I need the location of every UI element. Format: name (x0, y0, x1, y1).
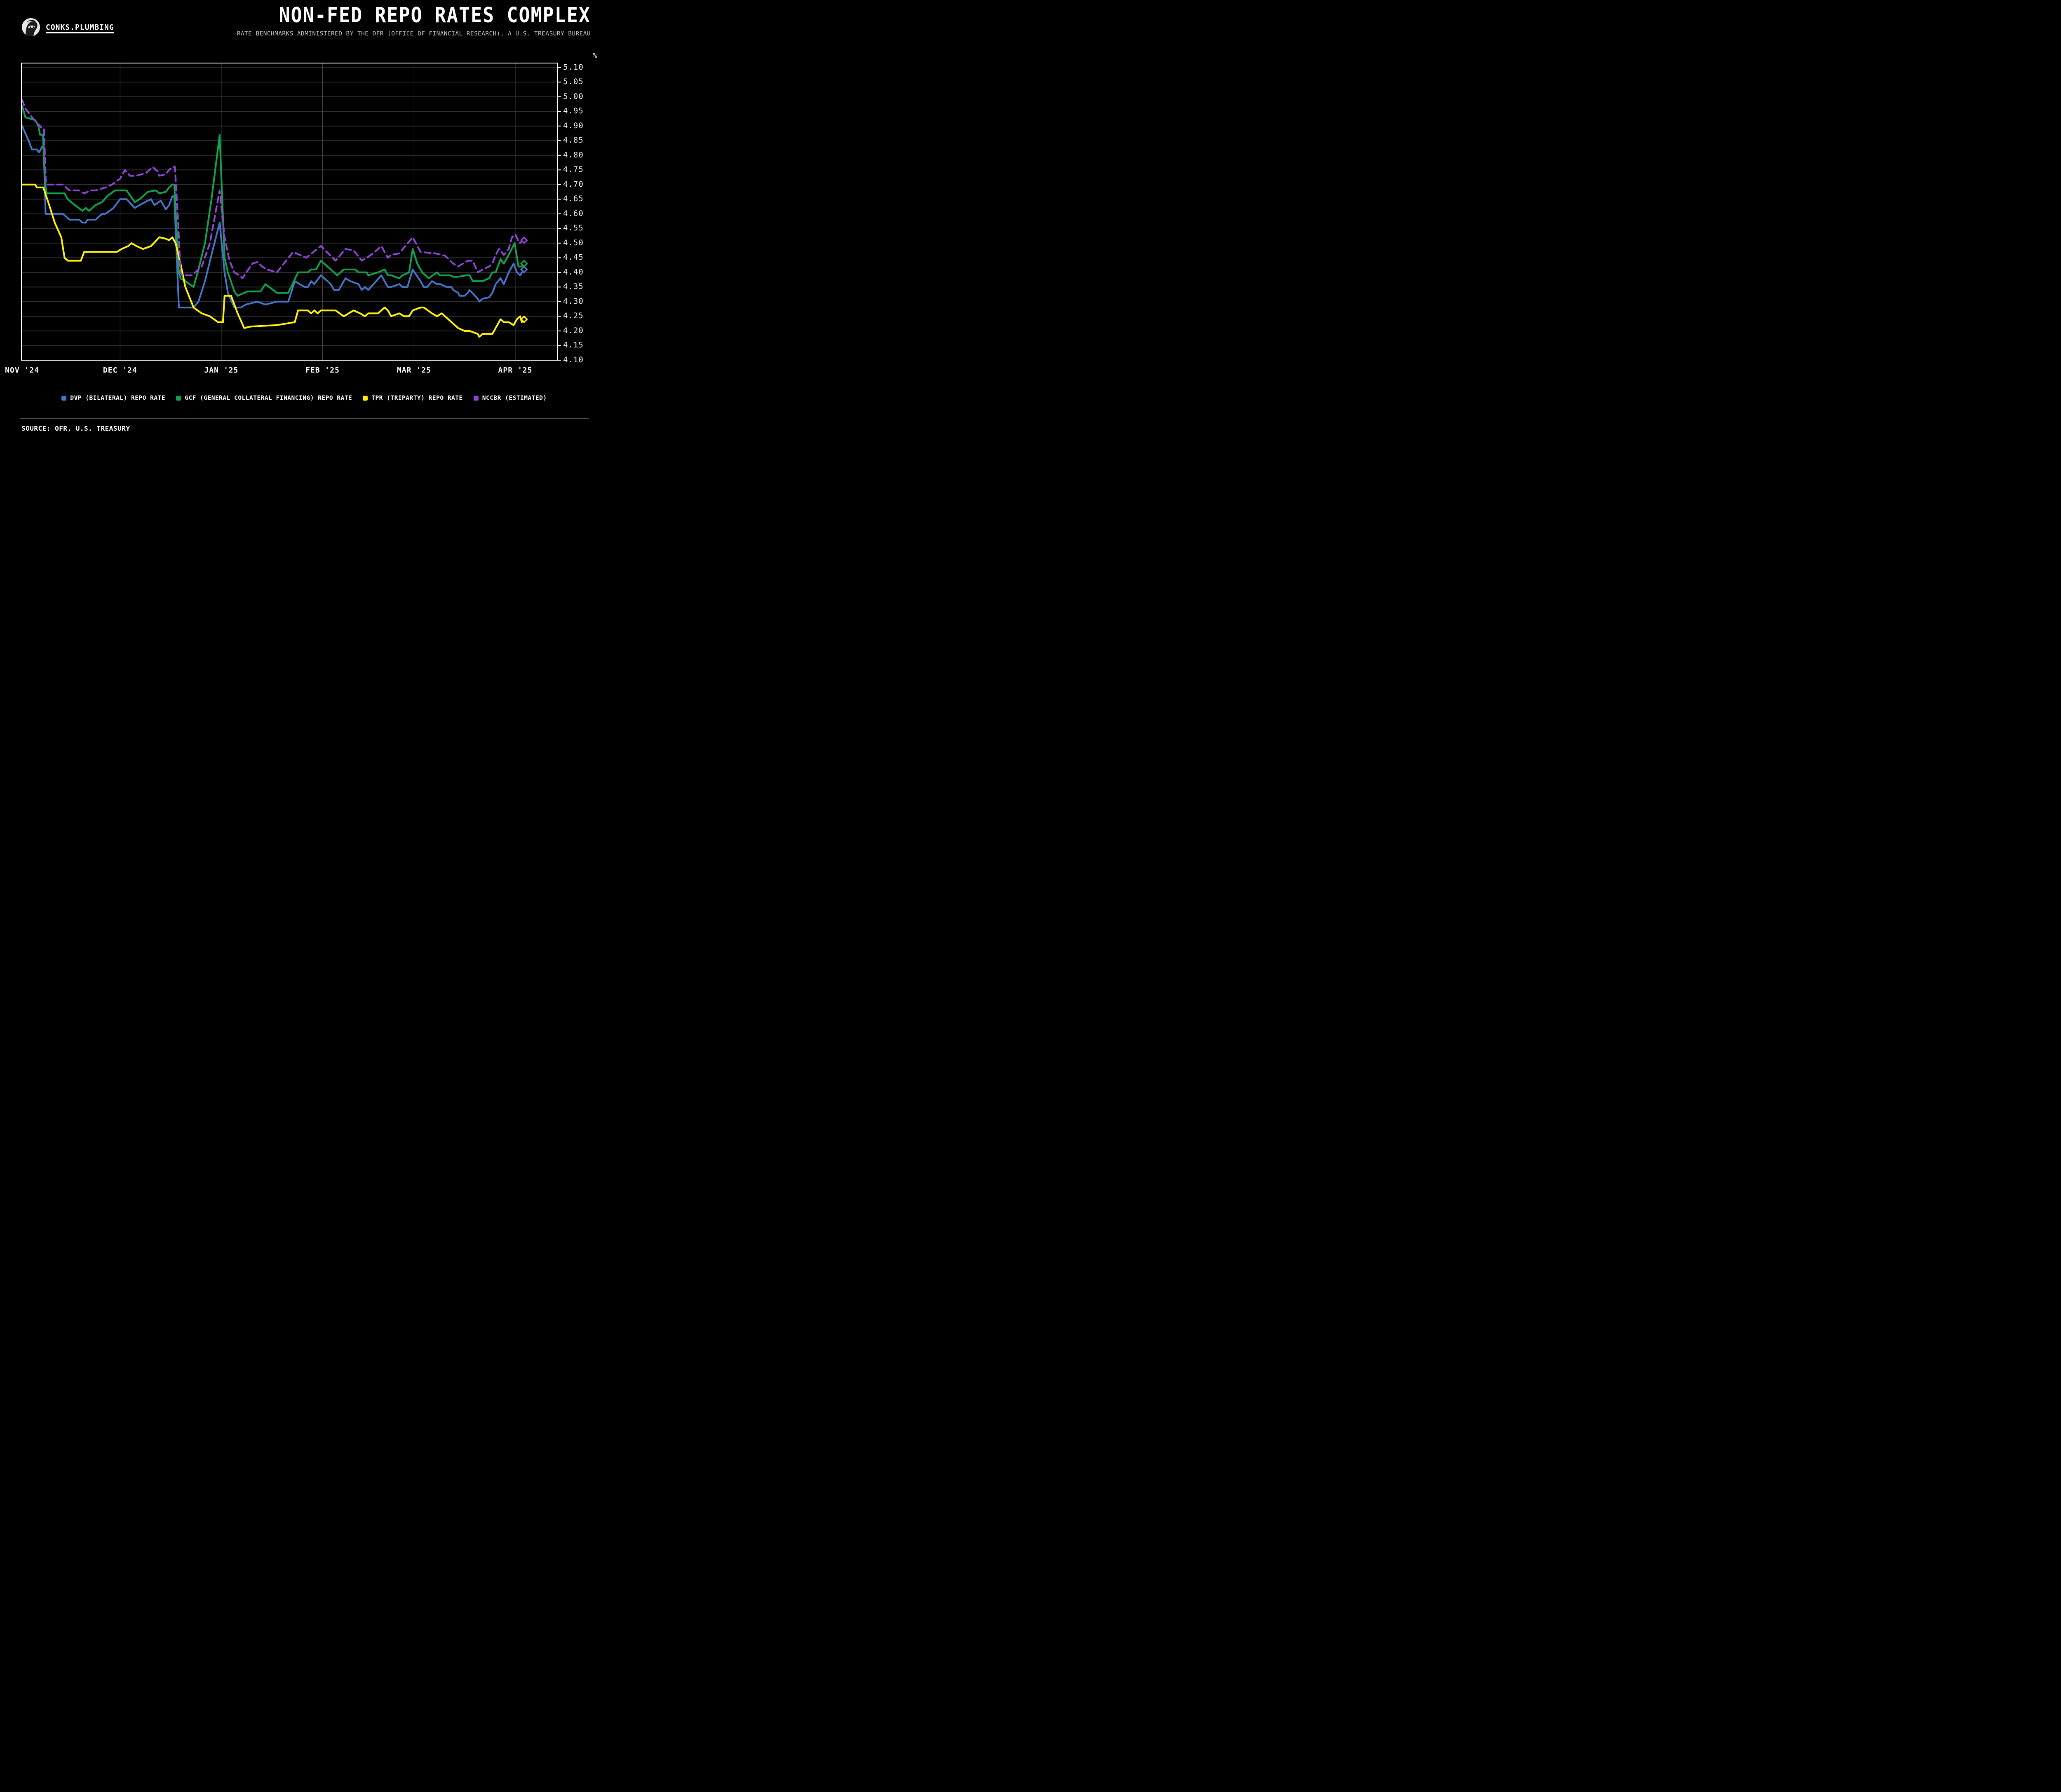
end-marker-gcf[interactable] (520, 260, 528, 267)
y-tick-label: 5.00 (563, 91, 584, 101)
x-tick-label: FEB '25 (305, 366, 340, 375)
y-tick-label: 4.80 (563, 150, 584, 159)
x-tick-label: NOV '24 (5, 366, 40, 375)
y-tick-label: 4.65 (563, 194, 584, 204)
y-tick-label: 4.55 (563, 223, 584, 233)
y-tick-label: 4.60 (563, 209, 584, 218)
end-marker-nccbr[interactable] (520, 236, 528, 244)
y-tick-label: 4.35 (563, 282, 584, 291)
x-tick-label: JAN '25 (204, 366, 239, 375)
y-tick-label: 4.20 (563, 326, 584, 335)
y-tick-label: 4.45 (563, 253, 584, 262)
series-line-gcf[interactable] (21, 104, 525, 297)
y-tick-label: 4.75 (563, 165, 584, 174)
footer-divider (20, 418, 589, 419)
y-tick-label: 5.05 (563, 77, 584, 87)
y-tick-label: 4.70 (563, 179, 584, 189)
page-subtitle: RATE BENCHMARKS ADMINISTERED BY THE OFR … (237, 30, 591, 37)
y-tick-label: 4.90 (563, 121, 584, 130)
x-tick-label: DEC '24 (103, 366, 137, 375)
y-tick-label: 4.85 (563, 136, 584, 145)
y-tick-label: 5.10 (563, 62, 584, 72)
x-tick-label: MAR '25 (397, 366, 431, 375)
y-axis-unit-label: % (593, 52, 597, 60)
legend-swatch-tpr (363, 396, 368, 401)
legend-label: GCF (GENERAL COLLATERAL FINANCING) REPO … (185, 395, 352, 401)
x-tick-label: APR '25 (498, 366, 533, 375)
y-tick-label: 4.40 (563, 267, 584, 277)
brand-link[interactable]: CONKS.PLUMBING (46, 23, 114, 32)
y-tick-label: 4.30 (563, 296, 584, 306)
series-line-nccbr[interactable] (21, 99, 525, 279)
ninja-avatar-icon (22, 18, 40, 36)
chart-legend: DVP (BILATERAL) REPO RATE GCF (GENERAL CO… (0, 395, 608, 401)
legend-item-nccbr[interactable]: NCCBR (ESTIMATED) (473, 395, 547, 401)
legend-swatch-dvp (61, 396, 67, 401)
legend-label: TPR (TRIPARTY) REPO RATE (371, 395, 463, 401)
legend-item-dvp[interactable]: DVP (BILATERAL) REPO RATE (61, 395, 165, 401)
series-line-tpr[interactable] (21, 183, 525, 338)
title-block: NON-FED REPO RATES COMPLEX RATE BENCHMAR… (237, 3, 591, 37)
legend-label: DVP (BILATERAL) REPO RATE (70, 395, 166, 401)
end-marker-dvp[interactable] (520, 265, 528, 274)
source-note: SOURCE: OFR, U.S. TREASURY (21, 425, 130, 432)
legend-label: NCCBR (ESTIMATED) (482, 395, 547, 401)
y-tick-label: 4.10 (563, 355, 584, 364)
legend-item-tpr[interactable]: TPR (TRIPARTY) REPO RATE (363, 395, 463, 401)
legend-item-gcf[interactable]: GCF (GENERAL COLLATERAL FINANCING) REPO … (176, 395, 352, 401)
y-tick-label: 4.50 (563, 238, 584, 247)
series-line-dvp[interactable] (21, 125, 525, 309)
logo-avatar (22, 18, 40, 36)
page-title: NON-FED REPO RATES COMPLEX (279, 2, 591, 28)
brand-block: CONKS.PLUMBING (22, 18, 114, 36)
plot-frame[interactable] (21, 63, 558, 361)
legend-swatch-gcf (176, 396, 181, 401)
legend-swatch-nccbr (473, 396, 479, 401)
end-marker-tpr[interactable] (520, 315, 528, 323)
y-tick-label: 4.95 (563, 106, 584, 116)
y-tick-label: 4.15 (563, 340, 584, 350)
repo-rates-chart[interactable] (0, 0, 608, 448)
y-tick-label: 4.25 (563, 311, 584, 321)
